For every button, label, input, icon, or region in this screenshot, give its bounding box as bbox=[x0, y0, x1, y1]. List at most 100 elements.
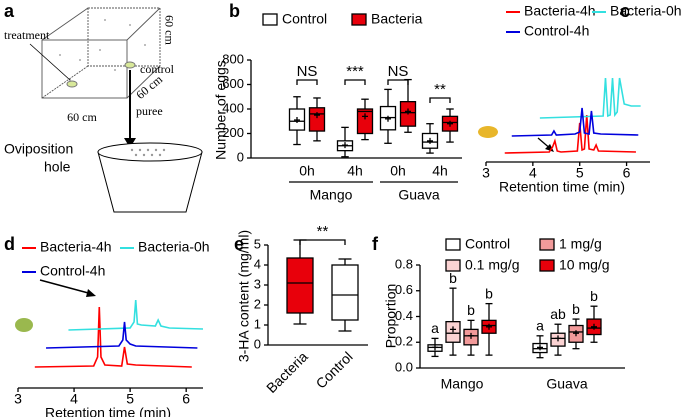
panel-letter: f bbox=[372, 234, 379, 254]
hole bbox=[150, 153, 154, 157]
x-tick-label: Bacteria bbox=[263, 348, 311, 396]
mean-marker bbox=[573, 330, 579, 337]
panel-letter: a bbox=[4, 1, 15, 21]
hole bbox=[134, 153, 138, 157]
cage-front bbox=[41, 39, 128, 99]
x-tick-label: Guava bbox=[546, 376, 587, 392]
mean-marker bbox=[342, 142, 348, 149]
y-axis-title: Proportion bbox=[383, 284, 399, 349]
legend-label: 1 mg/g bbox=[559, 236, 602, 252]
y-tick-label: 2 bbox=[254, 296, 261, 311]
mean-marker bbox=[405, 108, 411, 115]
trace bbox=[511, 107, 639, 137]
group-letter: b bbox=[449, 270, 457, 286]
group-label: Mango bbox=[310, 187, 353, 203]
x-axis-title: Retention time (min) bbox=[45, 405, 171, 417]
significance-bracket bbox=[296, 79, 318, 85]
mean-marker bbox=[486, 323, 492, 330]
hole bbox=[146, 148, 150, 152]
control-dish bbox=[124, 61, 136, 69]
mesh-dot bbox=[79, 59, 81, 61]
group-letter: b bbox=[467, 302, 475, 318]
diagram-label: control bbox=[140, 62, 175, 76]
legend-label: Bacteria-0h bbox=[138, 239, 210, 255]
y-tick-label: 800 bbox=[222, 51, 244, 66]
diagram-label: hole bbox=[44, 159, 71, 175]
y-tick-label: 0.2 bbox=[395, 334, 413, 349]
x-axis-title: Retention time (min) bbox=[499, 179, 625, 195]
x-tick-label: 3 bbox=[482, 165, 490, 181]
arrow-head bbox=[545, 144, 554, 152]
significance-label: ** bbox=[434, 81, 446, 98]
panel-letter: d bbox=[4, 234, 15, 254]
mesh-dot bbox=[104, 19, 106, 21]
significance-label: NS bbox=[297, 63, 318, 80]
group-letter: b bbox=[572, 301, 580, 317]
legend-swatch bbox=[445, 238, 461, 251]
cage-edge bbox=[126, 7, 161, 41]
x-tick-label: 4 bbox=[529, 165, 537, 181]
y-tick-label: 0.8 bbox=[395, 256, 413, 271]
mesh-dot bbox=[99, 49, 101, 51]
group-letter: a bbox=[431, 320, 439, 336]
x-tick-label: 0h bbox=[390, 163, 406, 179]
x-tick-label: 4h bbox=[347, 163, 363, 179]
trace bbox=[46, 321, 198, 349]
mesh-dot bbox=[114, 69, 116, 71]
arrow bbox=[39, 279, 93, 295]
hole bbox=[154, 148, 158, 152]
mesh-dot bbox=[144, 44, 146, 46]
legend-swatch bbox=[539, 238, 555, 251]
x-tick-label: 5 bbox=[126, 391, 134, 407]
diagram-label: puree bbox=[136, 104, 163, 118]
mango-icon bbox=[478, 126, 498, 138]
pointer bbox=[29, 43, 71, 81]
holes bbox=[130, 148, 166, 157]
legend-label: 0.1 mg/g bbox=[465, 257, 519, 273]
mesh-dot bbox=[129, 24, 131, 26]
mean-marker bbox=[591, 323, 597, 330]
legend-swatch bbox=[445, 259, 461, 272]
diagram-label: treatment bbox=[4, 28, 50, 42]
x-tick-label: Mango bbox=[441, 376, 484, 392]
y-tick-label: 0.6 bbox=[395, 282, 413, 297]
mean-marker bbox=[314, 112, 320, 119]
cage-edge bbox=[41, 7, 89, 41]
significance-label: *** bbox=[346, 63, 364, 80]
legend-label: Bacteria-4h bbox=[40, 239, 112, 255]
y-axis-title: 3-HA content (mg/ml) bbox=[236, 230, 252, 362]
y-tick-label: 4 bbox=[254, 256, 261, 271]
legend-label: Bacteria bbox=[371, 11, 423, 27]
mean-marker bbox=[450, 326, 456, 333]
box bbox=[356, 108, 374, 135]
hole bbox=[158, 153, 162, 157]
legend-label: Control bbox=[282, 11, 327, 27]
box bbox=[331, 264, 359, 321]
y-tick-label: 5 bbox=[254, 236, 261, 251]
x-tick-label: 0h bbox=[299, 163, 315, 179]
x-tick-label: 3 bbox=[14, 391, 22, 407]
hole bbox=[142, 153, 146, 157]
x-tick-label: 5 bbox=[576, 165, 584, 181]
mean-marker bbox=[385, 115, 391, 122]
diagram-label: 60 cm bbox=[67, 110, 97, 124]
group-letter: ab bbox=[550, 306, 566, 322]
box bbox=[308, 107, 326, 132]
mean-marker bbox=[468, 332, 474, 339]
trace bbox=[68, 299, 204, 331]
group-label: Guava bbox=[398, 187, 439, 203]
mean-marker bbox=[555, 335, 561, 342]
y-tick-label: 0.4 bbox=[395, 308, 413, 323]
legend-label: Control-4h bbox=[524, 23, 589, 39]
significance-bracket bbox=[344, 79, 366, 85]
arrow-head bbox=[124, 138, 136, 148]
cage-diagram bbox=[41, 7, 161, 99]
cage-edge bbox=[126, 65, 161, 99]
panel-letter: e bbox=[234, 234, 244, 254]
trace bbox=[504, 114, 636, 154]
y-tick-label: 3 bbox=[254, 276, 261, 291]
legend-swatch bbox=[351, 13, 367, 26]
hole bbox=[130, 148, 134, 152]
diagram-label: 60 cm bbox=[162, 15, 176, 45]
legend-label: Control bbox=[465, 236, 510, 252]
